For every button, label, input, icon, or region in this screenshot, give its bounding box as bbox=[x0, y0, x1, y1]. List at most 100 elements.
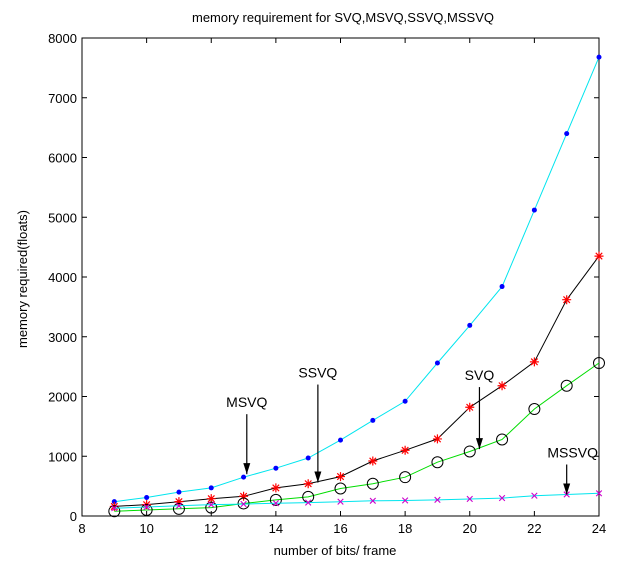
data-point bbox=[239, 491, 249, 501]
data-point bbox=[108, 505, 121, 518]
series-line bbox=[114, 56, 600, 503]
data-point bbox=[172, 502, 185, 515]
data-point bbox=[109, 501, 119, 511]
data-point bbox=[399, 471, 412, 484]
annotation-msvq: MSVQ bbox=[226, 394, 268, 475]
x-tick-label: 8 bbox=[78, 521, 85, 536]
data-point bbox=[366, 477, 379, 490]
data-point bbox=[531, 207, 537, 213]
data-point bbox=[402, 398, 408, 404]
data-point bbox=[400, 445, 410, 455]
series-3 bbox=[111, 490, 603, 512]
data-point bbox=[463, 445, 476, 458]
x-tick-label: 10 bbox=[139, 521, 153, 536]
annotation-ssvq: SSVQ bbox=[298, 365, 337, 483]
series-1 bbox=[109, 251, 604, 511]
data-point bbox=[205, 501, 218, 514]
data-point bbox=[434, 360, 440, 366]
annotation-label: MSSVQ bbox=[547, 444, 598, 460]
y-tick-label: 8000 bbox=[48, 31, 77, 46]
data-point bbox=[595, 490, 603, 497]
y-tick-label: 2000 bbox=[48, 390, 77, 405]
annotation-arrowhead bbox=[314, 471, 322, 483]
y-tick-label: 7000 bbox=[48, 91, 77, 106]
y-axis-title: memory required(floats) bbox=[15, 210, 30, 348]
data-point bbox=[466, 495, 473, 503]
axes: 8 10 12 14 16 18 20 22 24 0 1000 2000 3000 4000 5000 60… bbox=[48, 31, 606, 536]
data-point bbox=[206, 494, 216, 504]
x-tick-label: 16 bbox=[333, 521, 347, 536]
data-point bbox=[144, 494, 150, 500]
data-point bbox=[593, 357, 605, 370]
annotation-label: SSVQ bbox=[298, 365, 337, 381]
x-tick-label: 24 bbox=[592, 521, 606, 536]
data-point bbox=[431, 456, 444, 469]
annotation-arrowhead bbox=[243, 463, 251, 475]
data-point bbox=[305, 455, 311, 461]
y-tick-label: 5000 bbox=[48, 210, 77, 225]
data-point bbox=[401, 497, 409, 504]
data-point bbox=[370, 417, 376, 423]
data-point bbox=[499, 284, 505, 290]
data-point bbox=[271, 483, 281, 493]
data-point bbox=[273, 465, 279, 471]
data-point bbox=[467, 322, 473, 328]
plot-frame bbox=[81, 37, 600, 517]
data-point bbox=[304, 499, 312, 506]
annotation-mssvq: MSSVQ bbox=[547, 444, 598, 495]
annotation-arrowhead bbox=[475, 438, 483, 450]
series-line bbox=[114, 362, 600, 512]
x-axis-title: number of bits/ frame bbox=[274, 543, 397, 558]
annotation-layer: MSVQ SSVQ SVQ MSSVQ bbox=[226, 365, 598, 495]
data-point bbox=[594, 251, 604, 261]
data-point bbox=[208, 501, 215, 508]
annotation-svq: SVQ bbox=[465, 367, 495, 450]
data-point bbox=[336, 472, 345, 482]
data-point bbox=[334, 482, 347, 495]
x-tick-label: 12 bbox=[204, 521, 218, 536]
data-point bbox=[498, 494, 506, 502]
y-tick-label: 3000 bbox=[48, 330, 77, 345]
annotation-label: SVQ bbox=[465, 367, 495, 383]
data-point bbox=[564, 131, 570, 137]
data-point bbox=[269, 493, 282, 506]
data-point bbox=[272, 499, 280, 507]
data-point bbox=[528, 403, 541, 416]
data-point bbox=[175, 502, 183, 510]
annotation-label: MSVQ bbox=[226, 394, 267, 410]
data-point bbox=[562, 295, 572, 305]
data-point bbox=[497, 381, 507, 391]
annotation-arrowhead bbox=[563, 483, 571, 495]
data-point bbox=[174, 497, 184, 507]
data-point bbox=[208, 485, 214, 491]
series-line bbox=[114, 492, 600, 509]
data-point bbox=[111, 499, 117, 505]
data-point bbox=[303, 479, 313, 489]
data-point bbox=[560, 379, 573, 392]
data-point bbox=[496, 433, 509, 446]
data-point bbox=[432, 434, 442, 444]
x-tick-label: 20 bbox=[463, 521, 477, 536]
x-tick-label: 14 bbox=[269, 521, 283, 536]
data-point bbox=[465, 402, 475, 412]
series-0 bbox=[111, 54, 602, 505]
data-point bbox=[111, 505, 118, 512]
y-tick-label: 6000 bbox=[48, 151, 77, 166]
data-point bbox=[140, 504, 153, 517]
series-2 bbox=[108, 357, 605, 518]
x-tick-label: 18 bbox=[398, 521, 412, 536]
x-tick-label: 22 bbox=[527, 521, 541, 536]
data-point bbox=[434, 496, 441, 504]
data-point bbox=[529, 357, 539, 367]
data-point bbox=[176, 489, 182, 495]
data-point bbox=[241, 474, 247, 480]
data-point bbox=[143, 503, 150, 511]
data-point bbox=[368, 456, 378, 466]
data-point bbox=[338, 437, 343, 443]
y-tick-label: 4000 bbox=[48, 270, 77, 285]
data-point bbox=[531, 492, 538, 499]
data-point bbox=[240, 500, 247, 508]
y-tick-label: 1000 bbox=[48, 449, 77, 464]
series-layer bbox=[108, 54, 605, 518]
